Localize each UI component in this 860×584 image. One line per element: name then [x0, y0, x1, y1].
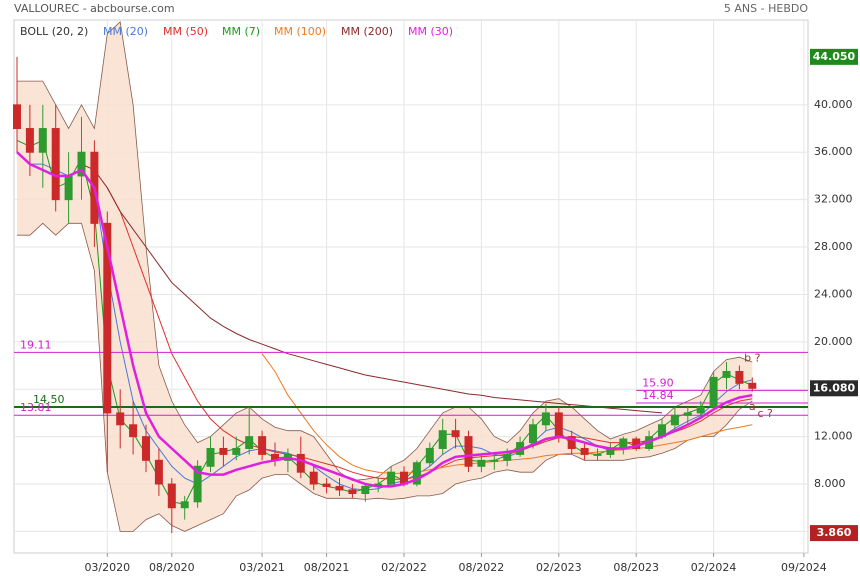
level-label: 14.50 — [33, 393, 65, 406]
candle-body — [206, 447, 215, 467]
candle-body — [567, 436, 576, 449]
candle-body — [425, 447, 434, 464]
candle-body — [464, 436, 473, 467]
legend-item: MM (50) — [163, 25, 208, 38]
candle-body — [503, 453, 512, 461]
candle-body — [541, 412, 550, 426]
candle-body — [296, 453, 305, 473]
legend-item: MM (100) — [274, 25, 326, 38]
candle-body — [193, 465, 202, 503]
price-box-label: 44.050 — [813, 50, 856, 63]
chart-subtitle: 5 ANS - HEBDO — [724, 2, 808, 15]
candle-body — [438, 430, 447, 449]
band-lower — [17, 222, 753, 532]
candle-body — [554, 412, 563, 438]
candle-body — [477, 459, 486, 467]
candle-body — [51, 128, 60, 201]
y-tick-label: 20.000 — [814, 335, 853, 348]
x-tick-label: 02/2024 — [691, 561, 737, 574]
candle-body — [64, 175, 73, 201]
x-tick-label: 02/2023 — [536, 561, 582, 574]
legend-item: BOLL (20, 2) — [20, 25, 88, 38]
candle-body — [490, 459, 499, 462]
candle-body — [77, 151, 86, 177]
candle-body — [38, 128, 47, 153]
annotation: a — [749, 400, 756, 413]
candle-body — [670, 414, 679, 426]
y-tick-label: 24.000 — [814, 287, 853, 300]
y-tick-label: 36.000 — [814, 145, 853, 158]
candle-body — [696, 406, 705, 414]
candle-body — [180, 501, 189, 509]
candle-body — [580, 447, 589, 455]
legend-item: MM (200) — [341, 25, 393, 38]
plot-frame — [13, 19, 809, 554]
y-tick-label: 28.000 — [814, 240, 853, 253]
candle-body — [348, 489, 357, 495]
x-tick-label: 09/2024 — [781, 561, 827, 574]
candle-body — [529, 424, 537, 444]
y-tick-label: 32.000 — [814, 193, 853, 206]
candle-body — [412, 462, 421, 485]
candle-body — [219, 447, 228, 455]
candle-body — [309, 471, 318, 485]
moving-average — [81, 163, 663, 414]
annotation: c ? — [758, 407, 774, 420]
candle-body — [232, 447, 241, 455]
candle-body — [167, 483, 176, 509]
moving-average — [16, 139, 753, 505]
candle-body — [154, 459, 163, 485]
chart-title: VALLOUREC - abcbourse.com — [14, 2, 175, 15]
price-box-label: 3.860 — [817, 526, 852, 539]
legend-item: MM (30) — [408, 25, 453, 38]
price-box — [810, 380, 858, 397]
candle-body — [245, 436, 254, 449]
x-tick-label: 08/2022 — [459, 561, 505, 574]
band-upper — [17, 21, 753, 481]
candle-body — [103, 222, 112, 414]
x-tick-label: 08/2021 — [304, 561, 350, 574]
legend-item: MM (7) — [222, 25, 260, 38]
y-tick-label: 12.000 — [814, 430, 853, 443]
price-box — [810, 48, 858, 65]
y-tick-label: 8.000 — [814, 477, 846, 490]
candle-body — [335, 485, 344, 491]
candle-body — [116, 412, 125, 426]
candle-body — [361, 485, 370, 495]
level-label: 14.84 — [642, 389, 674, 402]
candle-body — [387, 471, 396, 485]
annotation: b ? — [744, 351, 760, 364]
candle-body — [593, 453, 602, 456]
price-box-label: 16.080 — [813, 381, 856, 394]
level-label: 15.90 — [642, 376, 674, 389]
price-box — [810, 525, 858, 542]
candle-body — [13, 104, 21, 130]
candle-body — [709, 376, 718, 408]
x-tick-label: 08/2020 — [149, 561, 195, 574]
candle-body — [322, 483, 331, 487]
candle-body — [25, 128, 34, 153]
y-tick-label: 40.000 — [814, 98, 853, 111]
x-tick-label: 08/2023 — [613, 561, 659, 574]
candle-body — [258, 436, 267, 455]
legend-item: MM (20) — [103, 25, 148, 38]
candle-body — [142, 436, 150, 461]
candle-body — [748, 382, 757, 389]
candle-body — [683, 412, 692, 416]
moving-average — [16, 151, 753, 488]
x-tick-label: 03/2020 — [84, 561, 130, 574]
x-tick-label: 02/2022 — [381, 561, 427, 574]
candle-body — [722, 370, 731, 378]
level-label: 19.11 — [20, 338, 52, 351]
x-tick-label: 03/2021 — [239, 561, 285, 574]
candle-body — [735, 370, 744, 384]
candle-body — [451, 430, 460, 438]
level-label: 13.81 — [20, 401, 52, 414]
candle-body — [129, 424, 138, 438]
